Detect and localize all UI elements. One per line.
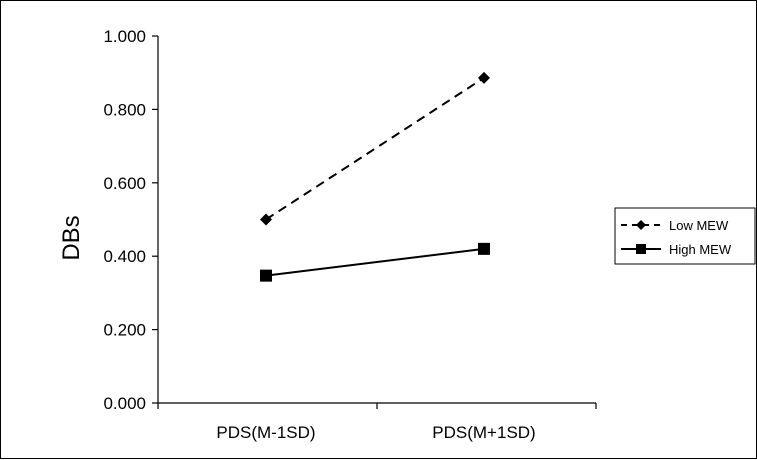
y-axis-title: DBs xyxy=(58,215,85,260)
y-tick-label-3: 0.600 xyxy=(103,174,146,193)
legend-box xyxy=(614,207,756,265)
x-category-label-0: PDS(M-1SD) xyxy=(216,423,315,442)
y-tick-label-2: 0.400 xyxy=(103,247,146,266)
data-point-1-1 xyxy=(478,242,490,255)
series-line-1 xyxy=(265,247,485,277)
data-point-0-1 xyxy=(478,71,490,84)
y-tick-label-1: 0.200 xyxy=(103,321,146,340)
y-ticks: 0.000 0.200 0.400 0.600 0.800 1.000 xyxy=(103,27,158,413)
legend-label-0: Low MEW xyxy=(669,218,729,233)
data-point-0-0 xyxy=(260,213,272,226)
series-0 xyxy=(260,71,490,226)
series-1 xyxy=(260,242,490,282)
x-category-label-1: PDS(M+1SD) xyxy=(432,423,535,442)
y-tick-label-0: 0.000 xyxy=(103,394,146,413)
legend-marker-0 xyxy=(636,220,646,230)
series-line-0 xyxy=(265,76,485,221)
legend-marker-1 xyxy=(636,244,646,254)
axes xyxy=(157,36,597,409)
legend: Low MEW High MEW xyxy=(614,207,756,265)
y-tick-label-5: 1.000 xyxy=(103,27,146,46)
legend-label-1: High MEW xyxy=(669,242,732,257)
x-categories: PDS(M-1SD) PDS(M+1SD) xyxy=(216,423,535,442)
series-layer xyxy=(260,71,490,282)
y-tick-label-4: 0.800 xyxy=(103,100,146,119)
data-point-1-0 xyxy=(260,269,272,282)
